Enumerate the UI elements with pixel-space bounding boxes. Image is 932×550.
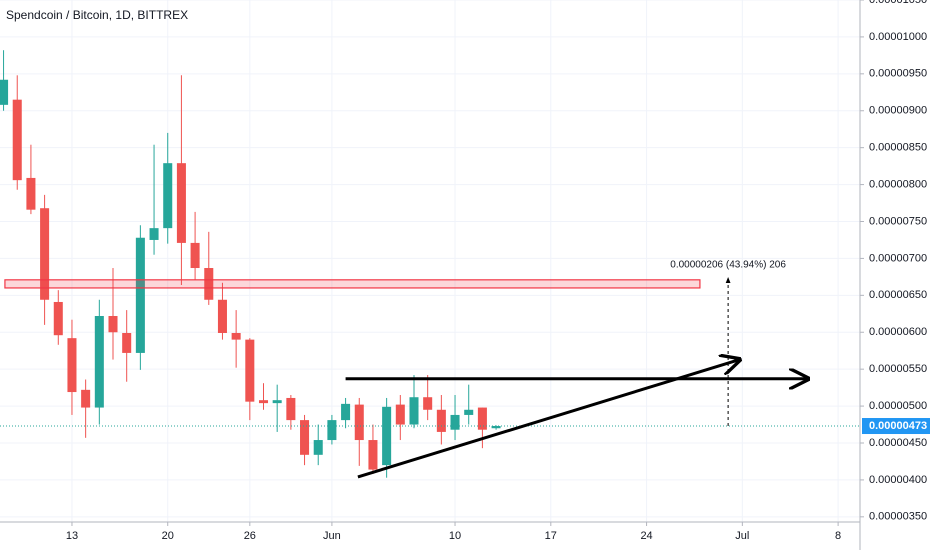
x-tick-label: 24 <box>640 530 652 542</box>
y-tick-label: 0.00000950 <box>869 68 927 80</box>
x-tick-label: 17 <box>545 530 557 542</box>
candle-body <box>395 404 405 425</box>
measure-label: 0.00000206 (43.94%) 206 <box>670 259 786 270</box>
candle-body <box>12 99 22 181</box>
candle-body <box>190 242 200 269</box>
y-tick-label: 0.00000900 <box>869 105 927 117</box>
candle-body <box>122 332 132 353</box>
candle-body <box>176 163 186 243</box>
x-tick-label: 8 <box>835 530 841 542</box>
y-tick-label: 0.00000650 <box>869 289 927 301</box>
candle-body <box>258 400 269 404</box>
candle-body <box>286 397 296 421</box>
x-tick-label: Jul <box>735 530 749 542</box>
y-tick-label: 0.00001000 <box>869 31 927 43</box>
y-tick-label: 0.00000350 <box>869 511 927 523</box>
candle-body <box>94 316 104 408</box>
candle-body <box>477 407 487 430</box>
candle-body <box>300 420 310 455</box>
y-tick-label: 0.00000700 <box>869 252 927 264</box>
x-tick-label: 20 <box>162 530 174 542</box>
axes: 0.00000350 0.00000400 0.00000450 0.00000500… <box>66 0 930 542</box>
candle-body <box>204 268 214 300</box>
candle-body <box>313 440 323 455</box>
y-tick-label: 0.00000500 <box>869 400 927 412</box>
candle-body <box>108 316 118 333</box>
candle-body <box>149 228 159 240</box>
candle-body <box>231 332 241 340</box>
last-price-tag <box>862 418 930 435</box>
zone-rectangle <box>4 279 701 289</box>
candle-body <box>245 339 255 402</box>
candle-body <box>67 338 77 393</box>
candle-body <box>423 397 433 410</box>
trend-arrow <box>357 360 740 479</box>
last-price-label: 0.00000473 <box>869 420 927 432</box>
candle-body <box>491 426 501 429</box>
y-tick-label: 0.00000450 <box>869 437 927 449</box>
candle-body <box>217 299 227 333</box>
candle-body <box>341 403 351 421</box>
chart-title: Spendcoin / Bitcoin, 1D, BITTREX <box>6 8 188 22</box>
candle-body <box>409 397 419 425</box>
candle-body <box>81 389 91 408</box>
candle-body <box>0 79 9 105</box>
candle-body <box>163 163 173 229</box>
candle-body <box>450 414 460 430</box>
x-tick-label: 13 <box>66 530 78 542</box>
candle-body <box>436 409 446 432</box>
x-tick-label: 10 <box>449 530 461 542</box>
y-tick-label: 0.00000750 <box>869 215 927 227</box>
candle-body <box>40 208 50 300</box>
y-tick-label: 0.00000400 <box>869 474 927 486</box>
candle-body <box>135 237 145 353</box>
y-tick-label: 0.00000800 <box>869 178 927 190</box>
candle-body <box>327 420 337 441</box>
x-tick-label: Jun <box>323 530 341 542</box>
candle-body <box>354 404 364 441</box>
y-tick-label: 0.00001050 <box>869 0 927 6</box>
candle-body <box>26 177 36 210</box>
candle-body <box>382 406 392 466</box>
candle-body <box>368 440 378 470</box>
y-tick-label: 0.00000600 <box>869 326 927 338</box>
candle-body <box>53 301 63 336</box>
plot: 0.00000206 (43.94%) 206 <box>0 50 860 479</box>
candle-body <box>464 409 474 415</box>
y-tick-label: 0.00000850 <box>869 142 927 154</box>
y-tick-label: 0.00000550 <box>869 363 927 375</box>
x-tick-label: 26 <box>244 530 256 542</box>
candle-body <box>272 400 282 404</box>
